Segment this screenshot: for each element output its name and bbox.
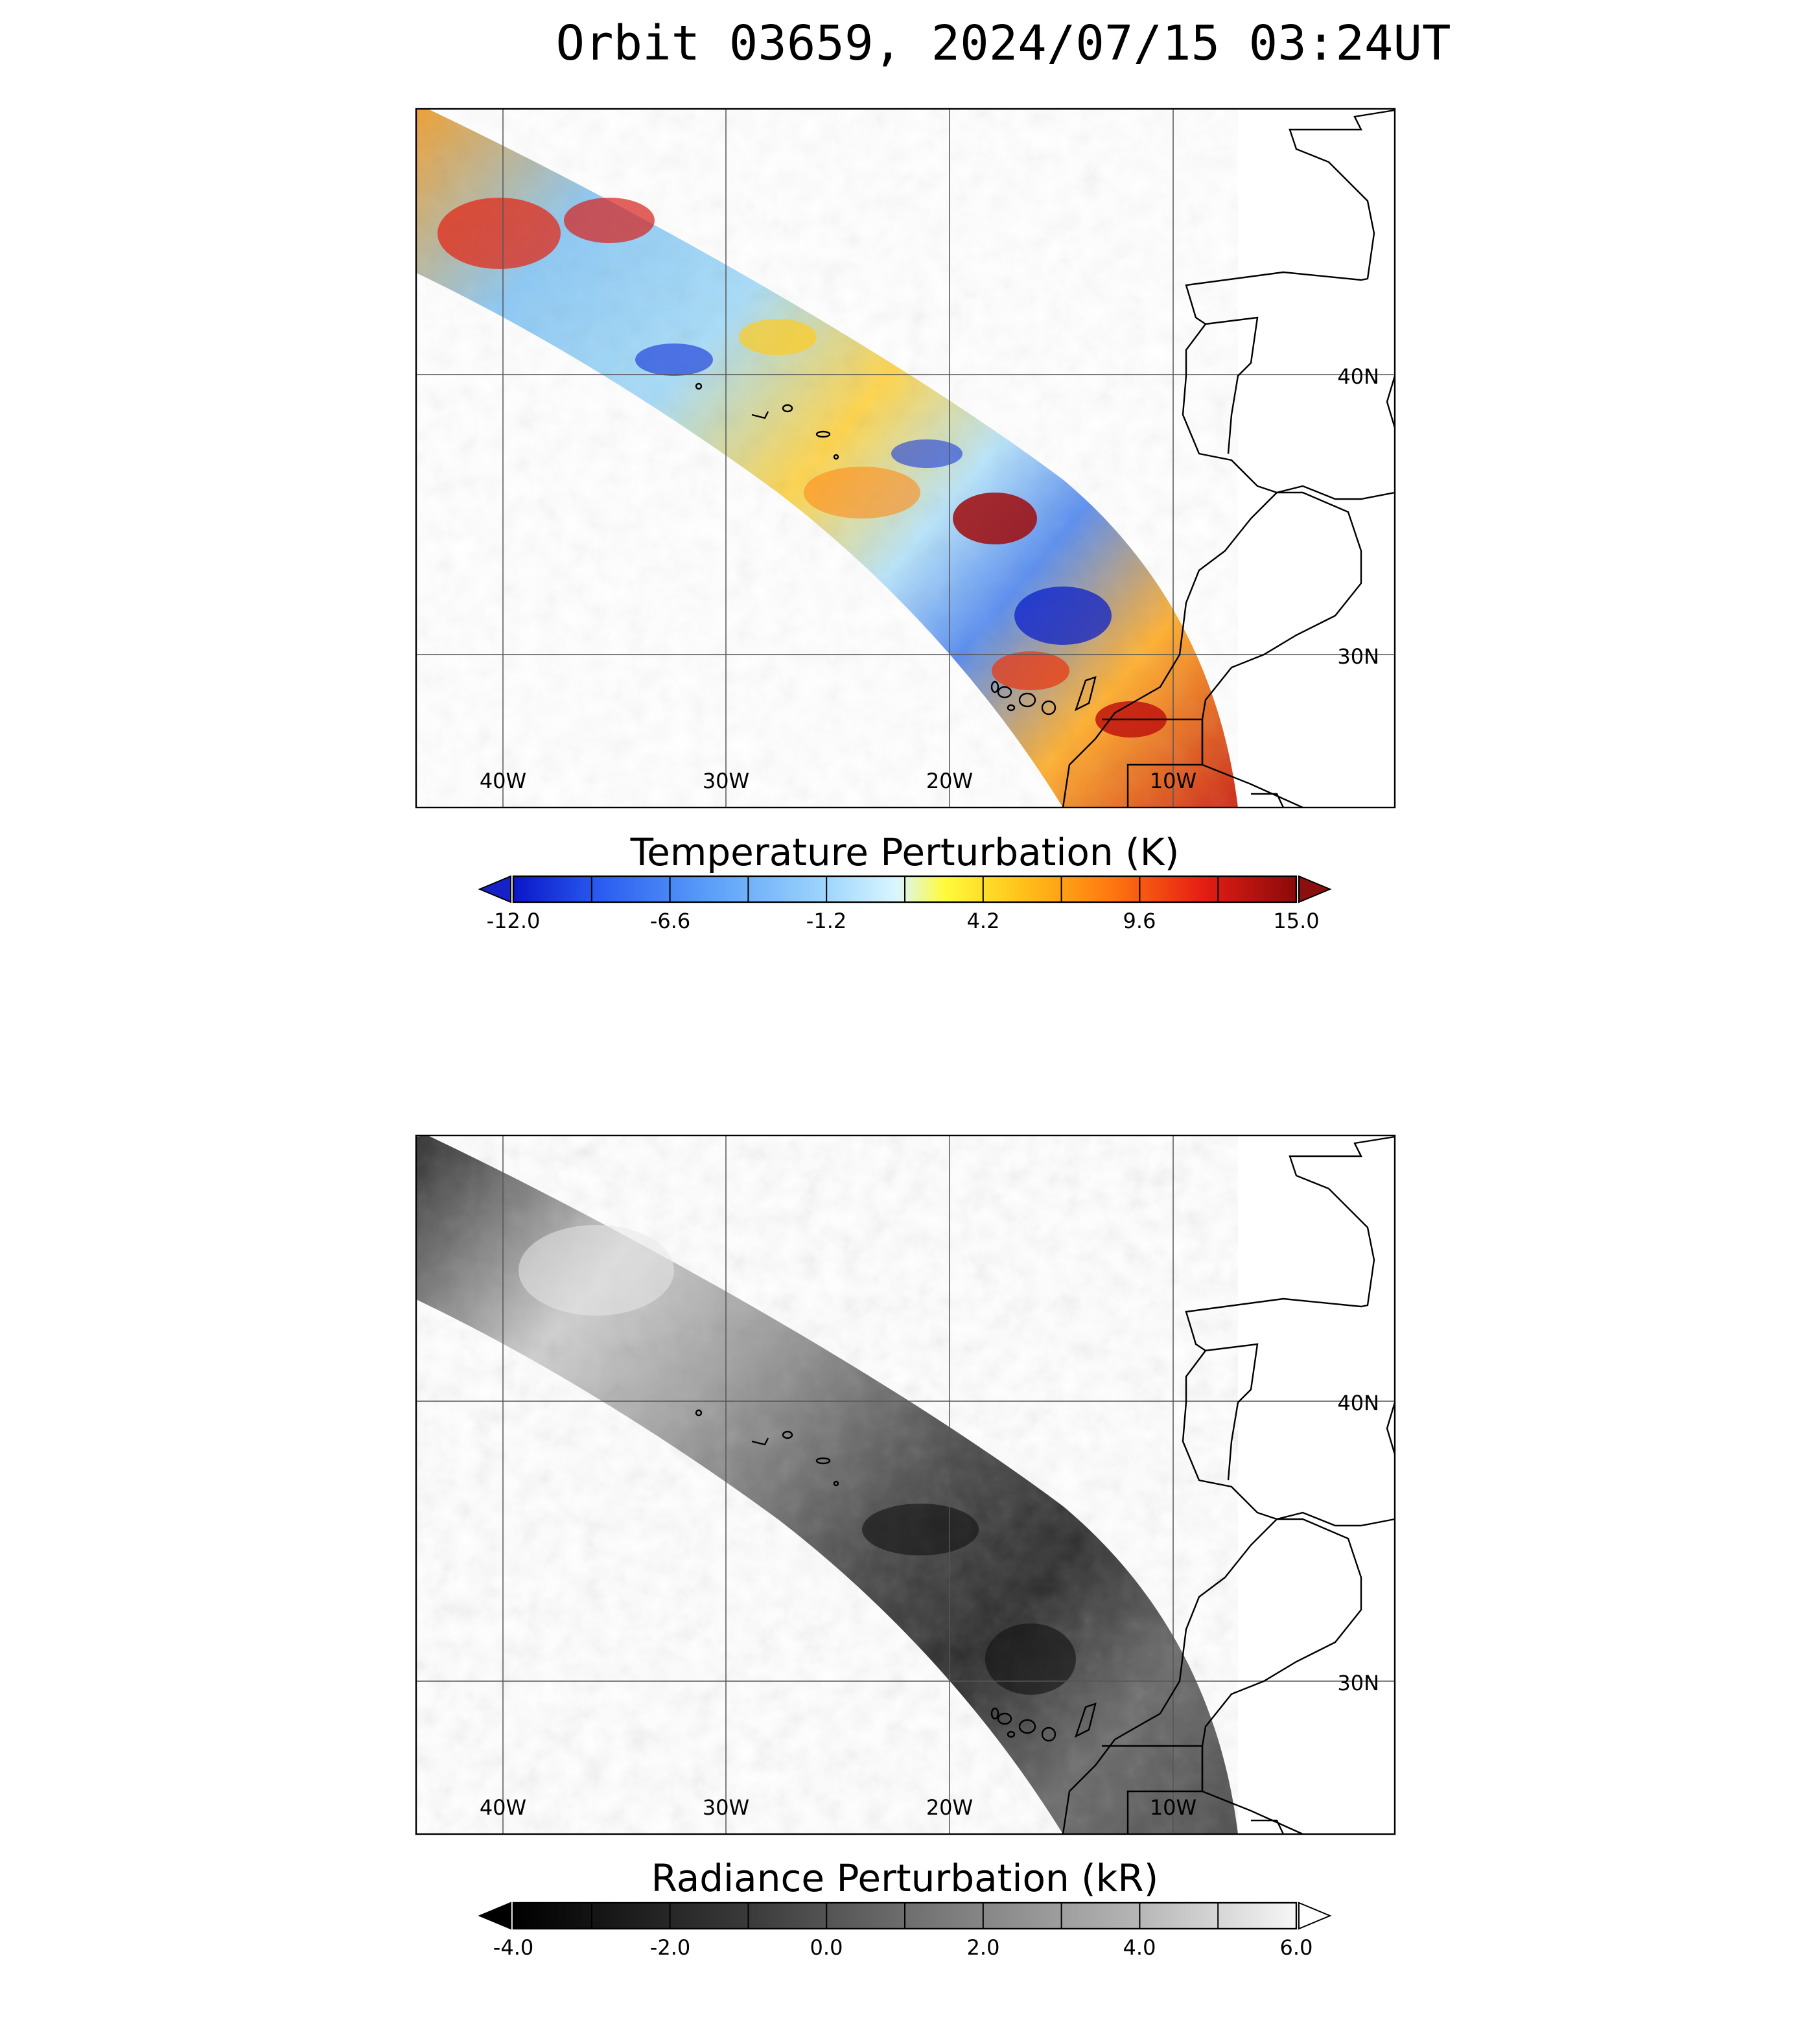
temperature-map-panel: 40W 30W 20W 10W 40N 30N [415, 108, 1396, 809]
colorbar-radiance: Radiance Perturbation (kR) -4.0 -2.0 0.0… [478, 1856, 1332, 1960]
warm-anomaly [739, 319, 817, 355]
colorbar-title-temperature: Temperature Perturbation (K) [630, 830, 1180, 874]
warm-anomaly [564, 198, 655, 243]
graticule [416, 109, 1395, 808]
colorbar-tick-label: 15.0 [1273, 909, 1319, 933]
colorbar-tick-label: -6.6 [650, 909, 690, 933]
colorbar-extend-high [1298, 875, 1332, 903]
colorbar-tick-label: -4.0 [493, 1935, 533, 1960]
map-border-temperature [415, 108, 1396, 809]
colorbar-tick-label: 9.6 [1123, 909, 1156, 933]
lon-label-40w: 40W [480, 769, 526, 793]
colorbar-extend-low [478, 1901, 511, 1930]
colorbar-tick-label: 0.0 [810, 1935, 843, 1960]
colorbar-tick-label: 2.0 [967, 1935, 1000, 1960]
lat-label-30n: 30N [1337, 1671, 1379, 1695]
colorbar-tick-label: 6.0 [1280, 1935, 1313, 1960]
plot-title: Orbit 03659, 2024/07/15 03:24UT [555, 16, 1451, 71]
graticule [416, 1135, 1395, 1834]
warm-anomaly [992, 651, 1069, 690]
colorbar-tick-label: 4.0 [1123, 1935, 1156, 1960]
lon-label-40w: 40W [480, 1795, 526, 1820]
warm-anomaly [438, 198, 561, 269]
warm-anomaly [804, 467, 920, 518]
lon-label-30w: 30W [703, 769, 749, 793]
dark-region [862, 1504, 979, 1555]
cold-anomaly [1014, 587, 1112, 645]
cold-anomaly [635, 343, 713, 376]
radiance-map-panel: 40W 30W 20W 10W 40N 30N [415, 1134, 1396, 1835]
lon-label-20w: 20W [926, 1795, 973, 1820]
lat-label-40n: 40N [1337, 1391, 1379, 1415]
colorbar-tick-label: -12.0 [487, 909, 541, 933]
colorbar-tick-label: -1.2 [806, 909, 846, 933]
coastlines [695, 109, 1396, 809]
colorbar-temperature: Temperature Perturbation (K) -12.0 -6.6 … [478, 830, 1332, 933]
lon-label-20w: 20W [926, 769, 973, 793]
dark-region [985, 1623, 1076, 1695]
lat-label-30n: 30N [1337, 644, 1379, 669]
colorbar-title-radiance: Radiance Perturbation (kR) [651, 1856, 1159, 1900]
map-border-radiance [415, 1134, 1396, 1835]
coastlines [695, 1135, 1396, 1835]
warm-anomaly [953, 493, 1037, 544]
lat-label-40n: 40N [1337, 364, 1379, 389]
lon-label-10w: 10W [1150, 769, 1196, 793]
lon-label-10w: 10W [1150, 1795, 1196, 1820]
cold-anomaly [891, 439, 962, 468]
colorbar-extend-low [478, 875, 511, 903]
lon-label-30w: 30W [703, 1795, 749, 1820]
colorbar-tick-label: 4.2 [967, 909, 1000, 933]
bright-region [519, 1225, 674, 1316]
colorbar-tick-label: -2.0 [650, 1935, 690, 1960]
colorbar-extend-high [1298, 1901, 1332, 1930]
